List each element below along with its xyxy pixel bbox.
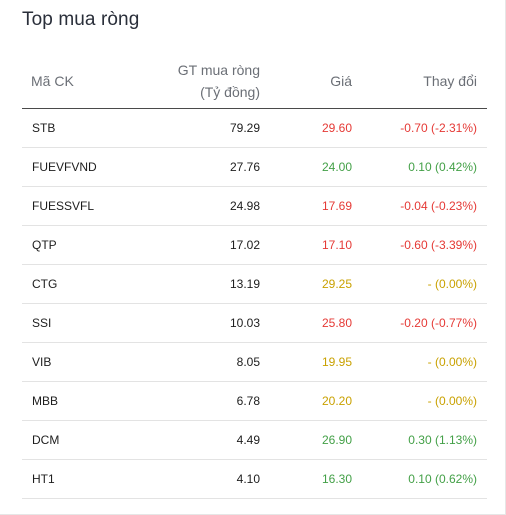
cell-net-buy-value: 4.10 bbox=[127, 459, 270, 499]
table-row[interactable]: QTP 17.02 17.10 -0.60 (-3.39%) bbox=[22, 225, 487, 265]
header-net-buy-value-line2: (Tỷ đồng) bbox=[200, 83, 260, 100]
cell-net-buy-value: 13.19 bbox=[127, 264, 270, 304]
cell-change: 0.30 (1.13%) bbox=[362, 420, 487, 460]
table-row[interactable]: MBB 6.78 20.20- (0.00%) bbox=[22, 381, 487, 421]
cell-price: 29.25 bbox=[270, 264, 362, 304]
cell-net-buy-value: 8.05 bbox=[127, 342, 270, 382]
header-net-buy-value-line1: GT mua ròng bbox=[177, 61, 260, 78]
cell-symbol[interactable]: MBB bbox=[22, 381, 127, 421]
table-header-row: Mã CK GT mua ròng (Tỷ đồng) Giá Thay đổi bbox=[22, 53, 487, 109]
table-row[interactable]: FUEVFVND 27.76 24.00 0.10 (0.42%) bbox=[22, 147, 487, 187]
cell-symbol[interactable]: CTG bbox=[22, 264, 127, 304]
card-title: Top mua ròng bbox=[22, 9, 140, 30]
cell-net-buy-value: 4.49 bbox=[127, 420, 270, 460]
cell-change: -0.60 (-3.39%) bbox=[362, 225, 487, 265]
cell-price: 24.00 bbox=[270, 147, 362, 187]
table-row[interactable]: CTG 13.19 29.25- (0.00%) bbox=[22, 264, 487, 304]
table-row[interactable]: FUESSVFL 24.98 17.69 -0.04 (-0.23%) bbox=[22, 186, 487, 226]
cell-change: - (0.00%) bbox=[362, 381, 487, 421]
header-net-buy-value: GT mua ròng (Tỷ đồng) bbox=[127, 53, 270, 109]
cell-net-buy-value: 24.98 bbox=[127, 186, 270, 226]
header-change: Thay đổi bbox=[362, 53, 487, 109]
cell-symbol[interactable]: SSI bbox=[22, 303, 127, 343]
table-row[interactable]: VIB 8.05 19.95- (0.00%) bbox=[22, 342, 487, 382]
cell-net-buy-value: 17.02 bbox=[127, 225, 270, 265]
cell-change: 0.10 (0.42%) bbox=[362, 147, 487, 187]
cell-price: 20.20 bbox=[270, 381, 362, 421]
cell-symbol[interactable]: FUESSVFL bbox=[22, 186, 127, 226]
cell-net-buy-value: 6.78 bbox=[127, 381, 270, 421]
cell-symbol[interactable]: QTP bbox=[22, 225, 127, 265]
cell-price: 29.60 bbox=[270, 108, 362, 148]
table-row[interactable]: HT1 4.10 16.30 0.10 (0.62%) bbox=[22, 459, 487, 499]
cell-change: 0.10 (0.62%) bbox=[362, 459, 487, 499]
cell-price: 19.95 bbox=[270, 342, 362, 382]
cell-net-buy-value: 79.29 bbox=[127, 108, 270, 148]
cell-price: 25.80 bbox=[270, 303, 362, 343]
cell-change: - (0.00%) bbox=[362, 342, 487, 382]
cell-price: 17.69 bbox=[270, 186, 362, 226]
cell-symbol[interactable]: FUEVFVND bbox=[22, 147, 127, 187]
cell-symbol[interactable]: VIB bbox=[22, 342, 127, 382]
cell-price: 17.10 bbox=[270, 225, 362, 265]
cell-change: -0.20 (-0.77%) bbox=[362, 303, 487, 343]
table-row[interactable]: SSI 10.03 25.80 -0.20 (-0.77%) bbox=[22, 303, 487, 343]
table-row[interactable]: DCM 4.49 26.90 0.30 (1.13%) bbox=[22, 420, 487, 460]
header-price: Giá bbox=[270, 53, 362, 109]
cell-change: -0.04 (-0.23%) bbox=[362, 186, 487, 226]
cell-change: - (0.00%) bbox=[362, 264, 487, 304]
cell-net-buy-value: 27.76 bbox=[127, 147, 270, 187]
header-symbol: Mã CK bbox=[22, 53, 127, 109]
net-buy-table: Mã CK GT mua ròng (Tỷ đồng) Giá Thay đổi… bbox=[22, 53, 487, 499]
cell-symbol[interactable]: HT1 bbox=[22, 459, 127, 499]
cell-change: -0.70 (-2.31%) bbox=[362, 108, 487, 148]
cell-net-buy-value: 10.03 bbox=[127, 303, 270, 343]
cell-price: 16.30 bbox=[270, 459, 362, 499]
cell-price: 26.90 bbox=[270, 420, 362, 460]
cell-symbol[interactable]: STB bbox=[22, 108, 127, 148]
cell-symbol[interactable]: DCM bbox=[22, 420, 127, 460]
table-row[interactable]: STB 79.29 29.60 -0.70 (-2.31%) bbox=[22, 108, 487, 148]
